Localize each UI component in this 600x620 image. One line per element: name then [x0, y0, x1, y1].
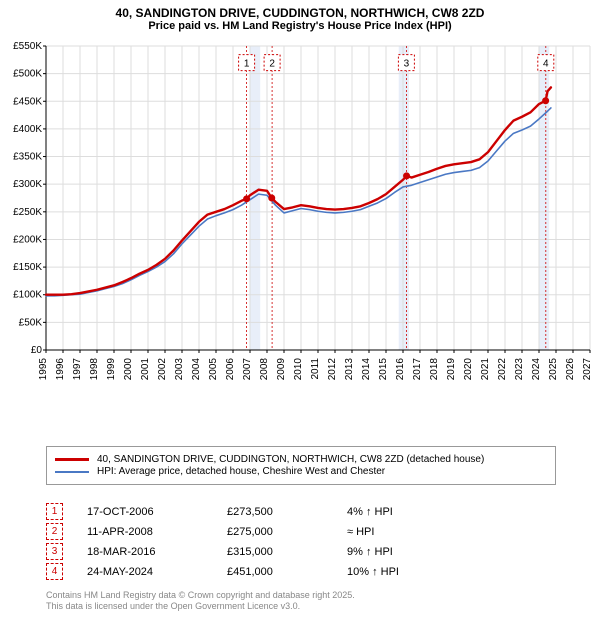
footnote-line1: Contains HM Land Registry data © Crown c… [46, 590, 355, 600]
svg-text:2008: 2008 [259, 358, 270, 381]
legend-row: HPI: Average price, detached house, Ches… [55, 466, 547, 477]
legend-label: HPI: Average price, detached house, Ches… [97, 466, 385, 477]
svg-text:2023: 2023 [514, 358, 525, 381]
svg-text:1997: 1997 [72, 358, 83, 381]
legend-swatch [55, 471, 89, 473]
svg-text:2026: 2026 [565, 358, 576, 381]
marker-number: 2 [46, 523, 63, 540]
legend-label: 40, SANDINGTON DRIVE, CUDDINGTON, NORTHW… [97, 454, 484, 465]
marker-pct: ≈ HPI [347, 526, 467, 538]
marker-number: 4 [46, 563, 63, 580]
chart-svg: £0 £50K £100K £150K £200K £250K £300K £350K £400… [0, 40, 600, 420]
svg-text:2013: 2013 [344, 358, 355, 381]
svg-text:1999: 1999 [106, 358, 117, 381]
title-main: 40, SANDINGTON DRIVE, CUDDINGTON, NORTHW… [0, 6, 600, 20]
svg-text:2005: 2005 [208, 358, 219, 381]
svg-text:1995: 1995 [38, 358, 49, 381]
marker-date: 11-APR-2008 [87, 526, 227, 538]
svg-text:£550K: £550K [13, 41, 42, 52]
chart-area: £0 £50K £100K £150K £200K £250K £300K £350K £400… [0, 40, 600, 420]
svg-text:2006: 2006 [225, 358, 236, 381]
svg-text:2007: 2007 [242, 358, 253, 381]
marker-price: £275,000 [227, 526, 347, 538]
marker-date: 24-MAY-2024 [87, 566, 227, 578]
marker-date: 17-OCT-2006 [87, 506, 227, 518]
svg-text:2027: 2027 [582, 358, 593, 381]
marker-price: £315,000 [227, 546, 347, 558]
svg-text:2004: 2004 [191, 358, 202, 381]
svg-text:£450K: £450K [13, 96, 42, 107]
chart-container: 40, SANDINGTON DRIVE, CUDDINGTON, NORTHW… [0, 0, 600, 620]
svg-text:£50K: £50K [19, 317, 43, 328]
svg-text:2: 2 [269, 59, 275, 70]
svg-text:2022: 2022 [497, 358, 508, 381]
marker-number: 3 [46, 543, 63, 560]
svg-text:2012: 2012 [327, 358, 338, 381]
svg-text:2011: 2011 [310, 358, 321, 380]
svg-text:2018: 2018 [429, 358, 440, 381]
svg-text:2000: 2000 [123, 358, 134, 381]
svg-text:£0: £0 [31, 345, 43, 356]
footnote: Contains HM Land Registry data © Crown c… [46, 590, 355, 613]
marker-number: 1 [46, 503, 63, 520]
svg-text:2024: 2024 [531, 358, 542, 381]
titles-block: 40, SANDINGTON DRIVE, CUDDINGTON, NORTHW… [0, 0, 600, 32]
marker-row: 4 24-MAY-2024£451,00010% ↑ HPI [46, 563, 556, 580]
svg-text:2015: 2015 [378, 358, 389, 381]
legend-swatch [55, 458, 89, 461]
marker-price: £273,500 [227, 506, 347, 518]
svg-text:£250K: £250K [13, 207, 42, 218]
svg-text:2020: 2020 [463, 358, 474, 381]
svg-text:1996: 1996 [55, 358, 66, 381]
svg-text:£350K: £350K [13, 152, 42, 163]
svg-text:2025: 2025 [548, 358, 559, 381]
title-sub: Price paid vs. HM Land Registry's House … [0, 20, 600, 32]
svg-text:2014: 2014 [361, 358, 372, 381]
svg-text:2003: 2003 [174, 358, 185, 381]
svg-text:£150K: £150K [13, 262, 42, 273]
svg-text:£200K: £200K [13, 234, 42, 245]
svg-text:1998: 1998 [89, 358, 100, 381]
marker-date: 18-MAR-2016 [87, 546, 227, 558]
svg-text:£400K: £400K [13, 124, 42, 135]
svg-text:2021: 2021 [480, 358, 491, 381]
marker-pct: 4% ↑ HPI [347, 506, 467, 518]
svg-text:1: 1 [244, 59, 250, 70]
marker-pct: 9% ↑ HPI [347, 546, 467, 558]
marker-row: 1 17-OCT-2006£273,5004% ↑ HPI [46, 503, 556, 520]
svg-text:2002: 2002 [157, 358, 168, 381]
svg-text:£100K: £100K [13, 290, 42, 301]
svg-text:2019: 2019 [446, 358, 457, 381]
marker-pct: 10% ↑ HPI [347, 566, 467, 578]
svg-text:2010: 2010 [293, 358, 304, 381]
marker-row: 2 11-APR-2008£275,000≈ HPI [46, 523, 556, 540]
svg-text:£300K: £300K [13, 179, 42, 190]
footnote-line2: This data is licensed under the Open Gov… [46, 601, 300, 611]
svg-text:£500K: £500K [13, 69, 42, 80]
marker-price: £451,000 [227, 566, 347, 578]
legend-row: 40, SANDINGTON DRIVE, CUDDINGTON, NORTHW… [55, 454, 547, 465]
svg-text:2016: 2016 [395, 358, 406, 381]
svg-text:3: 3 [404, 59, 410, 70]
marker-row: 3 18-MAR-2016£315,0009% ↑ HPI [46, 543, 556, 560]
markers-table: 1 17-OCT-2006£273,5004% ↑ HPI 2 11-APR-2008… [46, 500, 556, 583]
legend: 40, SANDINGTON DRIVE, CUDDINGTON, NORTHW… [46, 446, 556, 485]
svg-text:2001: 2001 [140, 358, 151, 381]
svg-text:4: 4 [543, 59, 549, 70]
svg-text:2009: 2009 [276, 358, 287, 381]
svg-text:2017: 2017 [412, 358, 423, 381]
